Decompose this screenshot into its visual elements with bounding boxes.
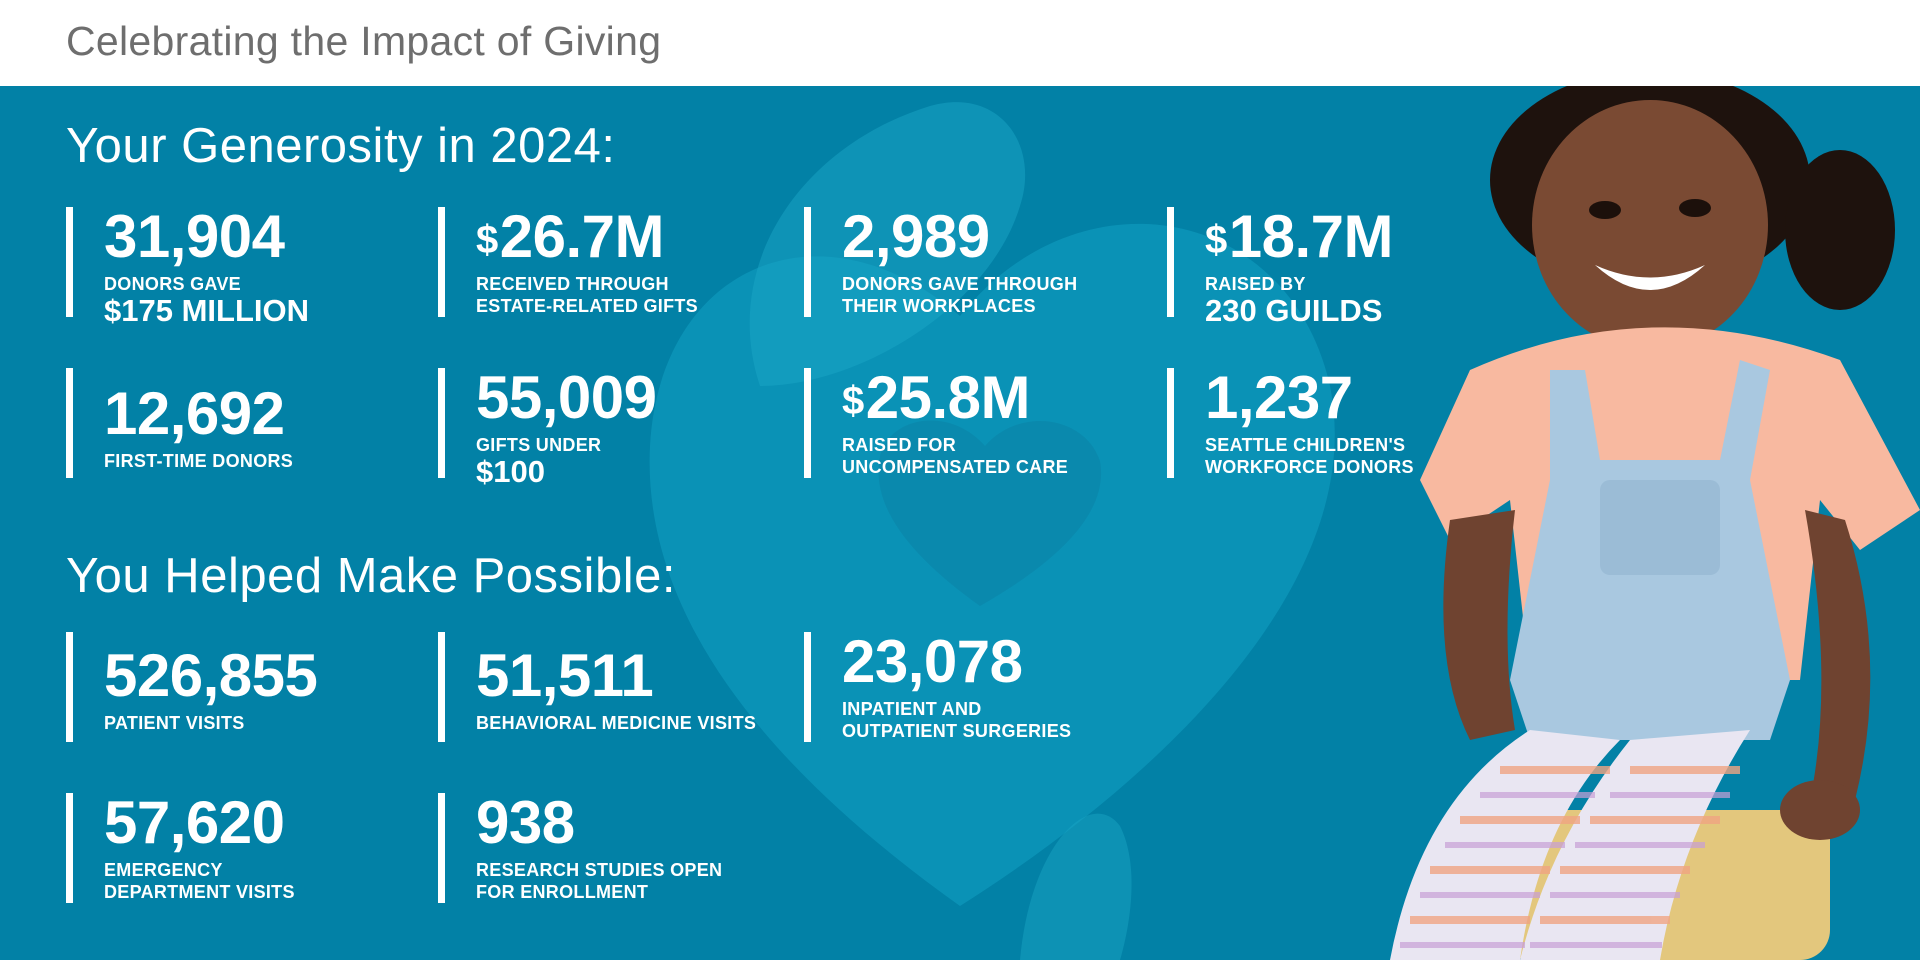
stat-gifts-under: 55,009 GIFTS UNDER $100 (438, 364, 657, 488)
stat-uncompensated-care: $25.8M RAISED FOR UNCOMPENSATED CARE (804, 368, 1068, 478)
impact-panel: Your Generosity in 2024: 31,904 DONORS G… (0, 86, 1920, 960)
generosity-heading: Your Generosity in 2024: (66, 119, 616, 173)
stat-value: $18.7M (1205, 203, 1394, 270)
stat-label: DONORS GAVE THROUGH THEIR WORKPLACES (842, 274, 1078, 316)
striped-leggings (1390, 730, 1750, 960)
stat-behavioral-visits: 51,511 BEHAVIORAL MEDICINE VISITS (438, 632, 756, 742)
stat-guilds: $18.7M RAISED BY 230 GUILDS (1167, 203, 1394, 327)
stat-value: 2,989 (842, 203, 990, 270)
stat-estate-gifts: $26.7M RECEIVED THROUGH ESTATE-RELATED GI… (438, 207, 698, 317)
header-band: Celebrating the Impact of Giving (0, 0, 1920, 86)
stat-label: RESEARCH STUDIES OPEN FOR ENROLLMENT (476, 860, 723, 902)
stat-donors-gave: 31,904 DONORS GAVE $175 million (66, 203, 309, 327)
stat-label: RAISED FOR UNCOMPENSATED CARE (842, 435, 1069, 477)
stat-label: RAISED BY 230 GUILDS (1205, 274, 1383, 328)
stat-label: RECEIVED THROUGH ESTATE-RELATED GIFTS (476, 274, 698, 316)
stat-label: FIRST-TIME DONORS (104, 451, 294, 471)
stat-first-time-donors: 12,692 FIRST-TIME DONORS (66, 368, 293, 478)
girl-photo (1390, 86, 1920, 960)
stat-patient-visits: 526,855 PATIENT VISITS (66, 632, 318, 742)
stat-label: DONORS GAVE $175 million (104, 274, 309, 328)
stat-emergency-visits: 57,620 EMERGENCY DEPARTMENT VISITS (66, 793, 295, 903)
stat-surgeries: 23,078 INPATIENT AND OUTPATIENT SURGERIES (804, 632, 1071, 742)
stat-workplace-donors: 2,989 DONORS GAVE THROUGH THEIR WORKPLACE… (804, 207, 1077, 317)
stat-value: 12,692 (104, 380, 285, 447)
stat-value: 55,009 (476, 364, 657, 431)
stat-research-studies: 938 RESEARCH STUDIES OPEN FOR ENROLLMENT (438, 793, 722, 903)
page-title: Celebrating the Impact of Giving (66, 18, 662, 64)
face (1532, 100, 1768, 350)
stat-label: INPATIENT AND OUTPATIENT SURGERIES (842, 699, 1072, 741)
stat-value: 526,855 (104, 642, 318, 709)
hand-shape (1020, 813, 1132, 960)
stat-label: EMERGENCY DEPARTMENT VISITS (104, 860, 295, 902)
background-shapes (649, 102, 1335, 960)
stat-value: 51,511 (476, 642, 654, 709)
stat-label: PATIENT VISITS (104, 713, 245, 733)
stat-label: SEATTLE CHILDREN'S WORKFORCE DONORS (1205, 435, 1414, 477)
stat-value: $25.8M (842, 364, 1031, 431)
stat-workforce-donors: 1,237 SEATTLE CHILDREN'S WORKFORCE DONORS (1167, 368, 1414, 478)
stat-value: 57,620 (104, 789, 285, 856)
small-heart-shape (878, 420, 1102, 606)
stat-label: GIFTS UNDER $100 (476, 435, 602, 489)
stat-value: 31,904 (104, 203, 285, 270)
stat-value: 23,078 (842, 628, 1023, 695)
stat-label: BEHAVIORAL MEDICINE VISITS (476, 713, 757, 733)
stat-value: $26.7M (476, 203, 665, 270)
leaf-shape (749, 102, 1026, 386)
stat-value: 938 (476, 789, 575, 856)
possible-heading: You Helped Make Possible: (66, 549, 676, 603)
stat-value: 1,237 (1205, 364, 1353, 431)
